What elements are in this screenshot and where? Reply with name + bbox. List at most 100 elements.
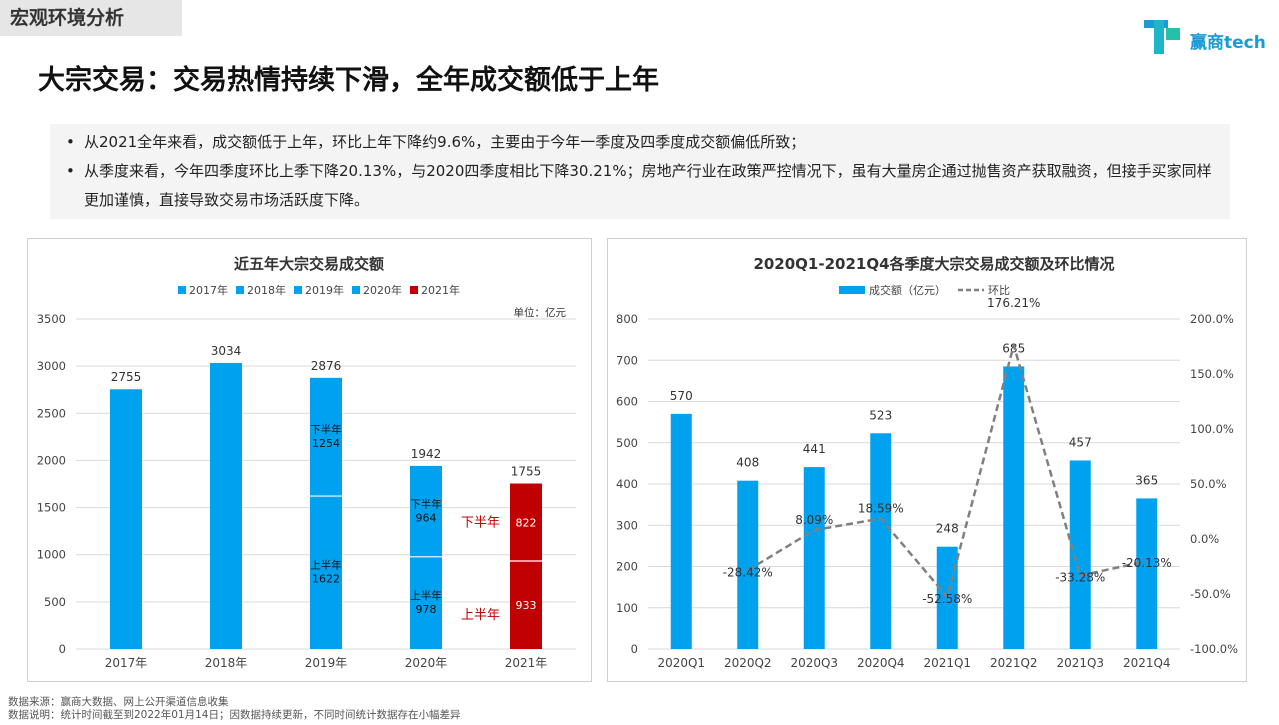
y-tick-label-left: 700 <box>616 353 638 367</box>
y-tick-label-left: 300 <box>616 518 638 532</box>
chart-title: 近五年大宗交易成交额 <box>234 255 384 273</box>
legend-label: 2021年 <box>421 283 460 297</box>
y-tick-label-right: 0.0% <box>1190 532 1219 546</box>
bullet-2: 从季度来看，今年四季度环比上季下降20.13%，与2020四季度相比下降30.2… <box>62 157 1218 215</box>
legend-swatch <box>236 286 244 294</box>
y-tick-label-right: -100.0% <box>1190 642 1238 656</box>
segment-name: 下半年 <box>410 497 442 510</box>
growth-label: -33.28% <box>1055 571 1105 585</box>
x-tick-label: 2017年 <box>105 656 148 670</box>
segment-name: 下半年 <box>310 423 342 436</box>
x-tick-label: 2020Q1 <box>657 656 705 670</box>
growth-label: -28.42% <box>723 565 773 579</box>
y-tick-label: 2000 <box>37 453 66 467</box>
segment-value: 1254 <box>312 437 340 450</box>
data-label: 3034 <box>211 344 242 358</box>
legend-swatch-bar <box>839 286 865 294</box>
legend-label: 2019年 <box>305 283 344 297</box>
data-label: 408 <box>736 456 759 470</box>
legend-swatch <box>352 286 360 294</box>
y-tick-label: 3500 <box>37 312 66 326</box>
brand-logo: 赢商tech <box>1142 16 1268 60</box>
footer-note: 数据说明：统计时间截至到2022年01月14日；因数据持续更新，不同时间统计数据… <box>8 709 461 721</box>
segment-value: 933 <box>516 599 537 612</box>
y-tick-label: 3000 <box>37 359 66 373</box>
unit-label: 单位：亿元 <box>514 306 567 319</box>
logo-mark-icon <box>1144 20 1180 54</box>
y-tick-label-left: 200 <box>616 560 638 574</box>
legend-label: 成交额（亿元） <box>869 283 946 297</box>
bar <box>310 377 342 649</box>
bar <box>870 433 892 649</box>
y-tick-label-left: 800 <box>616 312 638 326</box>
y-tick-label: 1500 <box>37 501 66 515</box>
footer: 数据来源：赢商大数据、网上公开渠道信息收集 数据说明：统计时间截至到2022年0… <box>8 696 460 722</box>
y-tick-label-right: 150.0% <box>1190 367 1234 381</box>
data-label: 570 <box>670 389 693 403</box>
x-tick-label: 2021Q3 <box>1056 656 1104 670</box>
y-tick-label-left: 600 <box>616 395 638 409</box>
bar <box>1003 366 1025 649</box>
bar <box>1136 498 1158 649</box>
y-tick-label-right: 50.0% <box>1190 477 1227 491</box>
y-tick-label-right: -50.0% <box>1190 587 1231 601</box>
x-tick-label: 2021年 <box>505 656 548 670</box>
legend-swatch <box>294 286 302 294</box>
data-label: 365 <box>1135 473 1158 487</box>
x-tick-label: 2018年 <box>205 656 248 670</box>
bar <box>210 362 242 649</box>
summary-bullets: 从2021全年来看，成交额低于上年，环比上年下降约9.6%，主要由于今年一季度及… <box>50 124 1230 219</box>
bar <box>670 413 692 649</box>
segment-value: 822 <box>516 516 537 529</box>
data-label: 523 <box>869 408 892 422</box>
bullet-1: 从2021全年来看，成交额低于上年，环比上年下降约9.6%，主要由于今年一季度及… <box>62 128 1218 157</box>
growth-label: -20.13% <box>1122 556 1172 570</box>
y-tick-label-right: 100.0% <box>1190 422 1234 436</box>
y-tick-label-left: 0 <box>631 642 638 656</box>
chart-title: 2020Q1-2021Q4各季度大宗交易成交额及环比情况 <box>753 255 1114 273</box>
segment-value: 1622 <box>312 573 340 586</box>
legend-label: 2018年 <box>247 283 286 297</box>
growth-line <box>747 343 1148 599</box>
growth-label: 18.59% <box>858 502 904 516</box>
legend-swatch <box>178 286 186 294</box>
x-tick-label: 2021Q4 <box>1123 656 1171 670</box>
legend-label: 环比 <box>988 284 1010 297</box>
y-tick-label-left: 500 <box>616 436 638 450</box>
y-tick-label-right: 200.0% <box>1190 312 1234 326</box>
y-tick-label-left: 400 <box>616 477 638 491</box>
x-tick-label: 2020Q2 <box>724 656 772 670</box>
bar <box>410 465 442 649</box>
x-tick-label: 2020Q4 <box>857 656 905 670</box>
x-tick-label: 2020年 <box>405 656 448 670</box>
data-label: 1755 <box>511 465 542 479</box>
x-tick-label: 2021Q1 <box>923 656 971 670</box>
side-label-second-half: 下半年 <box>461 515 500 530</box>
data-label: 248 <box>936 522 959 536</box>
x-tick-label: 2019年 <box>305 656 348 670</box>
side-label-first-half: 上半年 <box>461 608 500 623</box>
segment-name: 上半年 <box>310 559 342 572</box>
segment-name: 上半年 <box>410 589 442 602</box>
quarterly-chart-panel: 2020Q1-2021Q4各季度大宗交易成交额及环比情况成交额（亿元） 环比 0 10… <box>607 238 1247 682</box>
brand-name: 赢商tech <box>1190 33 1266 53</box>
data-label: 2876 <box>311 359 342 373</box>
y-tick-label: 1000 <box>37 548 66 562</box>
bar <box>110 389 142 649</box>
bar <box>803 467 825 649</box>
growth-label: 8.09% <box>795 513 833 527</box>
data-label: 441 <box>803 442 826 456</box>
bar <box>510 483 542 649</box>
section-tag: 宏观环境分析 <box>0 0 182 36</box>
y-tick-label: 2500 <box>37 406 66 420</box>
growth-label: -52.58% <box>922 592 972 606</box>
y-tick-label: 500 <box>44 595 66 609</box>
data-label: 457 <box>1069 435 1092 449</box>
legend-swatch <box>410 286 418 294</box>
annual-chart-panel: 近五年大宗交易成交额 2017年 2018年 2019年 2020年 2021年 单位：亿元… <box>27 238 592 682</box>
bar <box>1069 460 1091 649</box>
page-title: 大宗交易：交易热情持续下滑，全年成交额低于上年 <box>38 65 659 96</box>
segment-value: 964 <box>416 511 437 524</box>
